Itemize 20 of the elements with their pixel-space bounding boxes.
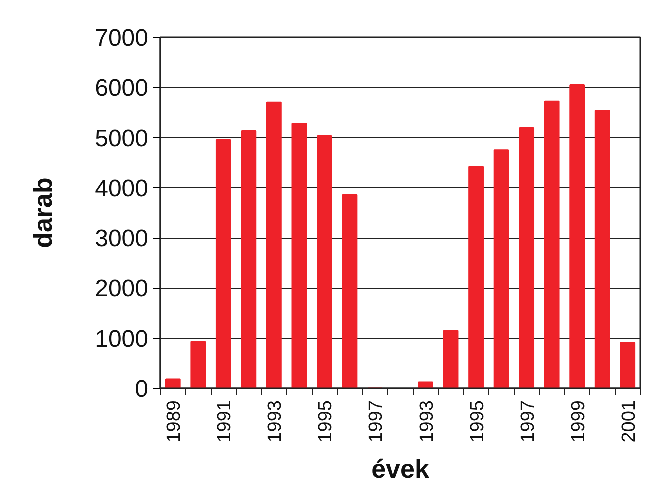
x-tick-label: 1997: [366, 400, 388, 443]
y-tick-label: 2000: [95, 276, 148, 303]
x-axis-title: évek: [372, 454, 430, 484]
x-tick-label: 1995: [467, 400, 488, 443]
x-tick-label: 2001: [618, 400, 640, 443]
y-axis-title: darab: [28, 178, 58, 248]
x-tick-label: 1993: [265, 400, 286, 443]
x-tick-label: 1989: [164, 400, 186, 443]
x-tick-label: 1993: [416, 400, 438, 443]
x-tick-label: 1991: [214, 400, 236, 443]
y-tick-label: 6000: [95, 75, 148, 102]
y-tick-label: 5000: [95, 125, 148, 152]
x-tick-label: 1997: [518, 400, 539, 443]
y-tick-label: 4000: [95, 175, 148, 202]
x-tick-label: 1999: [568, 400, 590, 443]
y-tick-label: 7000: [95, 25, 148, 52]
y-tick-label: 0: [135, 376, 149, 403]
y-tick-label: 3000: [95, 226, 148, 253]
x-tick-label: 1995: [316, 400, 337, 443]
y-tick-label: 1000: [95, 326, 148, 353]
